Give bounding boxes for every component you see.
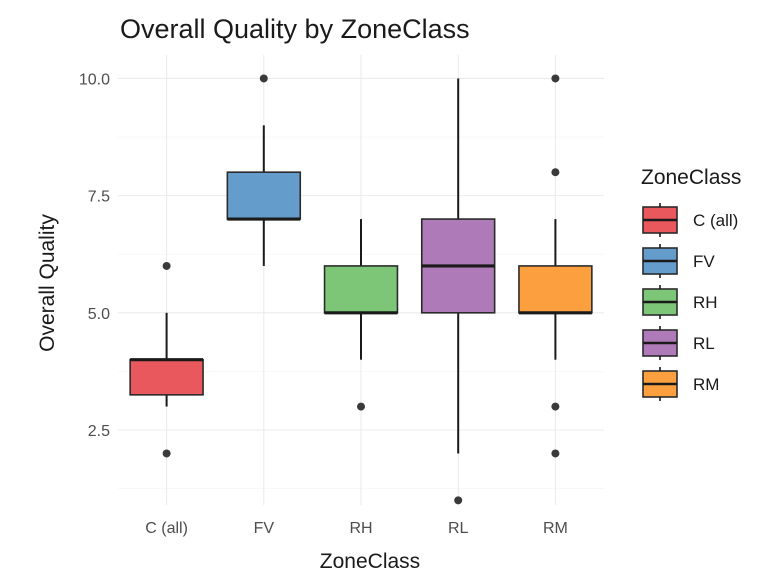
box-c-all- — [129, 261, 204, 458]
box-rl — [420, 78, 496, 505]
legend-label: RM — [693, 375, 719, 394]
legend-label: FV — [693, 252, 715, 271]
legend: ZoneClass C (all) FV RH RL RM — [641, 166, 741, 401]
legend-label: C (all) — [693, 211, 738, 230]
box-fv — [226, 74, 302, 266]
outlier-point — [551, 74, 560, 83]
legend-label: RL — [693, 334, 715, 353]
x-tick-label: RM — [543, 520, 568, 537]
legend-title: ZoneClass — [641, 166, 741, 189]
boxes — [129, 74, 593, 505]
outlier-point — [454, 496, 463, 505]
x-axis-title: ZoneClass — [320, 550, 420, 573]
outlier-point — [357, 402, 365, 411]
outlier-point — [162, 261, 171, 270]
box-rm — [518, 74, 593, 458]
box-body — [129, 358, 204, 396]
x-tick-label: FV — [254, 520, 275, 537]
outlier-point — [551, 449, 560, 458]
x-tick-label: RL — [448, 520, 469, 537]
x-tick-label: C (all) — [145, 520, 188, 537]
outlier-point — [551, 402, 560, 411]
chart-title: Overall Quality by ZoneClass — [120, 14, 470, 44]
x-tick-label: RH — [349, 520, 372, 537]
y-tick-label: 10.0 — [79, 71, 110, 88]
box-body — [226, 171, 302, 220]
outlier-point — [259, 74, 268, 83]
y-axis-title: Overall Quality — [36, 214, 59, 352]
y-tick-label: 5.0 — [88, 306, 110, 323]
outlier-point — [551, 168, 560, 177]
outlier-point — [162, 449, 171, 458]
legend-label: RH — [693, 293, 718, 312]
box-rh — [323, 219, 399, 411]
box-body — [323, 265, 399, 314]
legend-item: RH — [642, 285, 718, 319]
x-tick-labels: C (all) FV RH RL RM — [145, 520, 568, 537]
y-tick-label: 2.5 — [88, 423, 110, 440]
box-body — [518, 265, 593, 314]
y-tick-label: 7.5 — [88, 189, 110, 206]
legend-item: RM — [642, 367, 719, 401]
legend-item: FV — [642, 244, 715, 278]
legend-item: C (all) — [642, 203, 738, 237]
legend-item: RL — [642, 326, 715, 360]
y-tick-labels: 2.5 5.0 7.5 10.0 — [79, 71, 110, 440]
